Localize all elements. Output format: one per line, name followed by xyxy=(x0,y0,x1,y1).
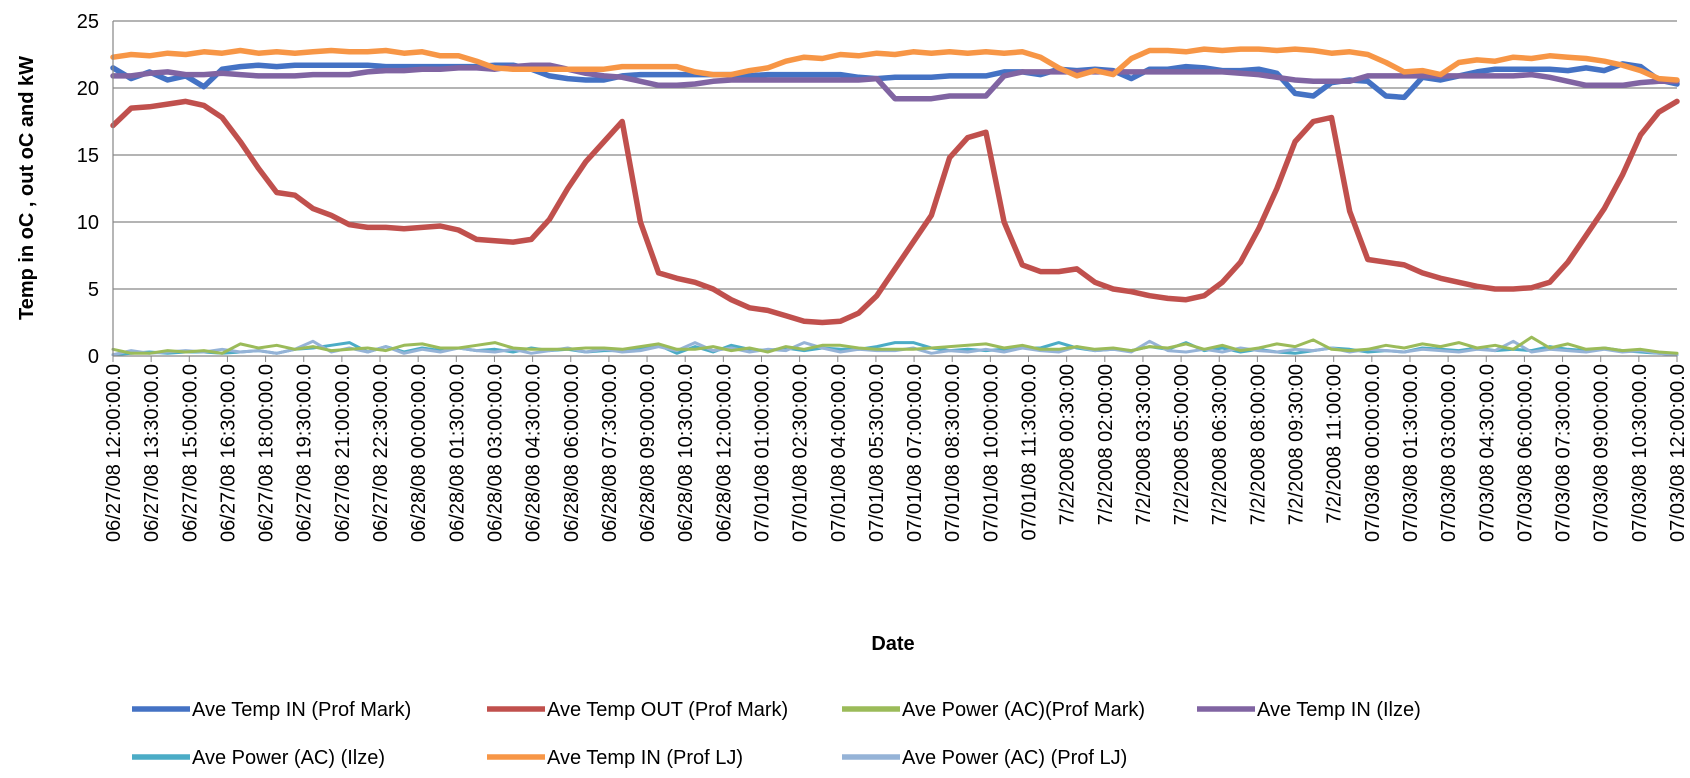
legend-label: Ave Temp IN (Ilze) xyxy=(1257,699,1421,721)
x-tick-label: 06/28/08 10:30:00.0 xyxy=(675,364,697,542)
x-tick-label: 07/01/08 01:00:00.0 xyxy=(751,364,773,542)
x-tick-label: 07/03/08 12:00:00.0 xyxy=(1667,364,1689,542)
y-tick-label: 20 xyxy=(77,78,99,100)
x-tick-label: 06/28/08 01:30:00.0 xyxy=(446,364,468,542)
axes xyxy=(112,21,1677,357)
y-axis-title: Temp in oC , out oC and kW xyxy=(16,56,38,320)
x-tick-label: 07/03/08 04:30:00.0 xyxy=(1476,364,1498,542)
x-tick-label: 07/03/08 00:00:00.0 xyxy=(1362,364,1384,542)
x-tick-label: 06/27/08 19:30:00.0 xyxy=(294,364,316,542)
x-tick-label: 06/28/08 03:00:00.0 xyxy=(484,364,506,542)
x-tick-label: 07/03/08 01:30:00.0 xyxy=(1400,364,1422,542)
x-tick-label: 7/2/2008 09:30:00 xyxy=(1286,364,1308,525)
grid-lines xyxy=(113,20,1677,290)
x-tick-label: 06/28/08 12:00:00.0 xyxy=(713,364,735,542)
x-tick-label: 07/01/08 08:30:00.0 xyxy=(942,364,964,542)
x-tick-label: 07/01/08 05:30:00.0 xyxy=(866,364,888,542)
legend-label: Ave Power (AC)(Prof Mark) xyxy=(902,699,1145,721)
legend-label: Ave Power (AC) (Ilze) xyxy=(192,747,385,769)
x-axis-tick-labels: 06/27/08 12:00:00.0 06/27/08 13:30:00.0 06… xyxy=(103,356,1689,542)
x-tick-label: 7/2/2008 11:00:00 xyxy=(1324,364,1346,524)
y-tick-label: 10 xyxy=(77,212,99,234)
x-tick-label: 06/27/08 16:30:00.0 xyxy=(217,364,239,542)
x-tick-label: 07/03/08 09:00:00.0 xyxy=(1591,364,1613,542)
series-line xyxy=(110,62,1680,102)
legend-label: Ave Temp OUT (Prof Mark) xyxy=(547,699,788,721)
x-tick-label: 06/27/08 18:00:00.0 xyxy=(256,364,278,542)
series-line xyxy=(110,98,1680,326)
x-tick-label: 06/28/08 07:30:00.0 xyxy=(599,364,621,542)
x-tick-label: 7/2/2008 08:00:00 xyxy=(1247,364,1269,525)
x-tick-label: 06/27/08 12:00:00.0 xyxy=(103,364,125,542)
x-tick-label: 7/2/2008 06:30:00 xyxy=(1209,364,1231,525)
x-tick-label: 07/01/08 07:00:00.0 xyxy=(904,364,926,542)
y-tick-label: 5 xyxy=(88,279,99,301)
x-tick-label: 07/03/08 07:30:00.0 xyxy=(1553,364,1575,542)
series-lines xyxy=(110,46,1680,357)
x-tick-label: 06/28/08 04:30:00.0 xyxy=(523,364,545,542)
x-tick-label: 7/2/2008 03:30:00 xyxy=(1133,364,1155,525)
series-line xyxy=(110,61,1680,101)
x-tick-label: 06/28/08 06:00:00.0 xyxy=(561,364,583,542)
legend: Ave Temp IN (Prof Mark) Ave Temp OUT (Pro… xyxy=(132,699,1421,769)
x-tick-label: 07/03/08 10:30:00.0 xyxy=(1629,364,1651,542)
x-tick-label: 07/03/08 03:00:00.0 xyxy=(1438,364,1460,542)
x-tick-label: 07/01/08 11:30:00.0 xyxy=(1019,364,1041,540)
x-axis-title: Date xyxy=(871,633,914,655)
x-tick-label: 07/01/08 04:00:00.0 xyxy=(828,364,850,542)
x-tick-label: 7/2/2008 02:00:00 xyxy=(1095,364,1117,525)
x-tick-label: 06/27/08 21:00:00.0 xyxy=(332,364,354,542)
x-tick-label: 07/01/08 10:00:00.0 xyxy=(980,364,1002,542)
x-tick-label: 07/01/08 02:30:00.0 xyxy=(790,364,812,542)
legend-label: Ave Temp IN (Prof LJ) xyxy=(547,747,743,769)
y-tick-label: 0 xyxy=(88,346,99,368)
series-line xyxy=(110,46,1680,83)
x-tick-label: 7/2/2008 05:00:00 xyxy=(1171,364,1193,525)
x-tick-label: 7/2/2008 00:30:00 xyxy=(1057,364,1079,525)
x-tick-label: 06/27/08 13:30:00.0 xyxy=(141,364,163,542)
x-tick-label: 07/03/08 06:00:00.0 xyxy=(1514,364,1536,542)
x-tick-label: 06/27/08 22:30:00.0 xyxy=(370,364,392,542)
x-tick-label: 06/28/08 09:00:00.0 xyxy=(637,364,659,542)
x-tick-label: 06/27/08 15:00:00.0 xyxy=(179,364,201,542)
y-tick-label: 15 xyxy=(77,145,99,167)
legend-label: Ave Power (AC) (Prof LJ) xyxy=(902,747,1127,769)
y-tick-label: 25 xyxy=(77,11,99,33)
series-line xyxy=(111,335,1679,355)
legend-label: Ave Temp IN (Prof Mark) xyxy=(192,699,411,721)
x-tick-label: 06/28/08 00:00:00.0 xyxy=(408,364,430,542)
y-axis-tick-labels: 0 5 10 15 20 25 xyxy=(77,11,99,368)
